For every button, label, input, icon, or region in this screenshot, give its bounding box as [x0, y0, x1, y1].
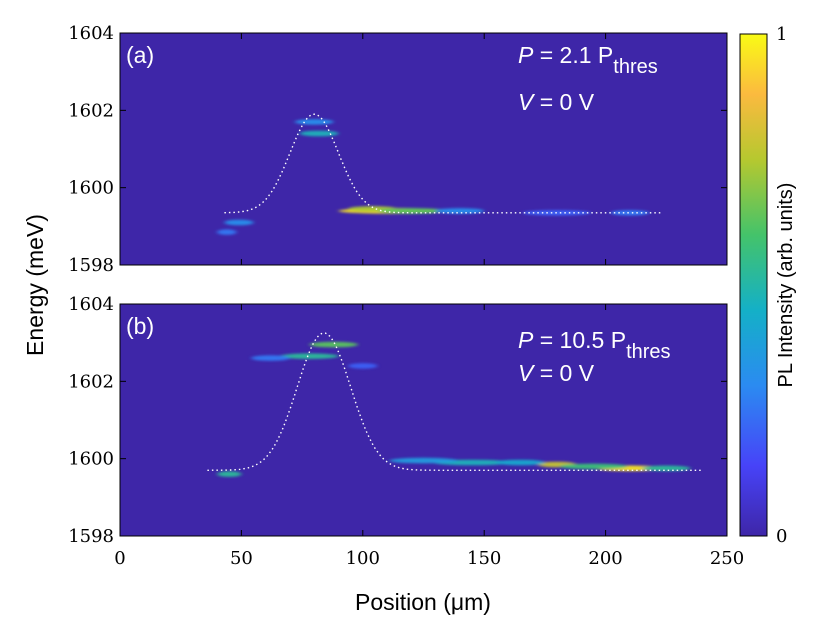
colorbar-tick-min: 0	[776, 526, 787, 547]
panel-b-y-ticks: 1598 1600 1602 1604	[68, 294, 727, 547]
emission-spot	[224, 219, 254, 226]
x-tick-label: 0	[114, 548, 125, 569]
emission-spot	[642, 465, 691, 472]
panel-b-voltage-annotation: V = 0 V	[518, 360, 595, 386]
panel-b: 1598 1600 1602 1604 0 50 100 150 200 250 (b) P =…	[68, 294, 744, 569]
emission-spot	[280, 353, 339, 360]
x-axis-label: Position (μm)	[355, 589, 491, 615]
x-tick-label: 150	[467, 548, 501, 569]
emission-spot	[217, 229, 237, 235]
emission-spot	[299, 130, 339, 137]
panel-a-power-annotation: P = 2.1 Pthres	[518, 42, 658, 78]
emission-spot	[559, 463, 628, 470]
x-tick-label: 100	[346, 548, 380, 569]
panel-b-power-annotation: P = 10.5 Pthres	[518, 327, 671, 363]
panel-b-emission-spots	[217, 341, 691, 477]
panel-b-background	[120, 304, 727, 536]
panel-a-letter: (a)	[126, 42, 154, 68]
emission-spot	[610, 210, 650, 216]
colorbar-label: PL Intensity (arb. units)	[775, 183, 797, 388]
y-tick-label: 1598	[68, 526, 114, 547]
panel-b-frame	[119, 303, 728, 537]
emission-spot	[217, 471, 242, 477]
x-tick-label: 200	[588, 548, 622, 569]
y-tick-label: 1604	[68, 294, 114, 315]
emission-spot	[348, 363, 378, 369]
emission-spot	[309, 341, 359, 348]
panel-a-background	[120, 33, 727, 265]
panel-a-y-ticks: 1598 1600 1602 1604	[68, 23, 727, 276]
panel-b-letter: (b)	[126, 313, 154, 339]
colorbar-gradient	[739, 33, 768, 537]
y-tick-label: 1604	[68, 23, 114, 44]
emission-spot	[389, 457, 458, 464]
panel-a-potential-curve	[224, 113, 662, 214]
panel-a-frame	[119, 32, 728, 266]
emission-spot	[496, 459, 545, 466]
panel-a-voltage-annotation: V = 0 V	[518, 89, 595, 115]
emission-spot	[294, 119, 334, 125]
y-tick-label: 1600	[68, 449, 114, 470]
x-tick-label: 50	[230, 548, 253, 569]
y-axis-label: Energy (meV)	[22, 214, 48, 356]
y-tick-label: 1600	[68, 178, 114, 199]
x-tick-label: 250	[710, 548, 744, 569]
emission-spot	[523, 210, 591, 216]
panel-a: 1598 1600 1602 1604 (a) P = 2.1 Pthres V = …	[68, 23, 728, 276]
emission-spot	[251, 355, 290, 361]
panel-a-emission-spots	[217, 119, 650, 235]
y-tick-label: 1602	[68, 371, 114, 392]
panel-b-x-ticks: 0 50 100 150 200 250	[114, 304, 744, 569]
panel-a-x-tickmarks	[119, 33, 728, 265]
y-tick-label: 1602	[68, 100, 114, 121]
colorbar: 1 0 PL Intensity (arb. units)	[739, 24, 797, 547]
colorbar-tick-max: 1	[776, 24, 787, 45]
y-tick-label: 1598	[68, 255, 114, 276]
